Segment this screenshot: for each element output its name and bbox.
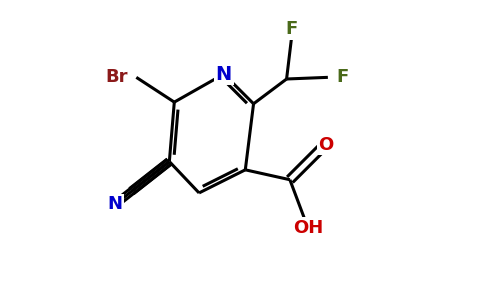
Text: N: N — [107, 196, 122, 214]
Text: F: F — [336, 68, 348, 86]
Text: OH: OH — [293, 219, 323, 237]
Text: Br: Br — [106, 68, 128, 86]
Text: F: F — [286, 20, 298, 38]
Text: N: N — [216, 64, 232, 83]
Text: O: O — [318, 136, 334, 154]
